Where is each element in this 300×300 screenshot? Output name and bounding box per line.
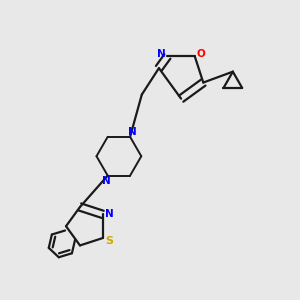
Text: N: N (102, 176, 111, 186)
Text: N: N (158, 49, 166, 59)
Text: N: N (128, 127, 137, 137)
Text: N: N (105, 209, 114, 219)
Text: S: S (105, 236, 113, 246)
Text: O: O (197, 49, 206, 59)
